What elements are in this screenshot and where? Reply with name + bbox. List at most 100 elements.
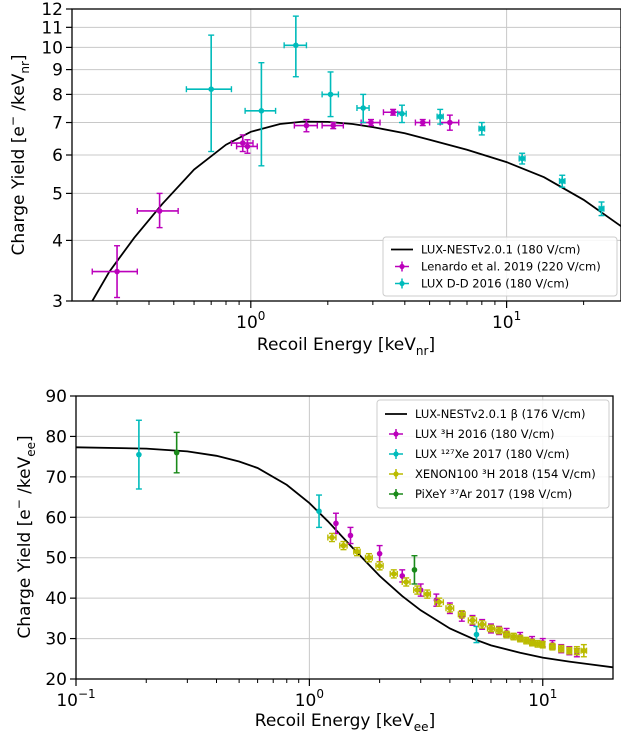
bottom-data-point <box>339 540 348 551</box>
bottom-y-tick-label: 30 <box>45 630 67 650</box>
top-data-point <box>382 108 403 116</box>
bottom-data-point <box>580 643 588 658</box>
bottom-data-point <box>573 645 580 656</box>
top-data-point <box>558 174 566 188</box>
bottom-chart-legend: LUX-NESTv2.0.1 β (176 V/cm) LUX ³H 2016 (… <box>376 399 610 509</box>
bottom-chart-x-axis-label: Recoil Energy [keVee] <box>255 711 435 734</box>
top-data-point <box>396 104 407 124</box>
top-data-point <box>321 71 340 118</box>
bottom-legend-entry: LUX-NESTv2.0.1 β (176 V/cm) <box>385 407 585 421</box>
top-data-point <box>244 61 277 167</box>
top-data-point <box>91 245 139 299</box>
bottom-legend-entry: XENON100 ³H 2018 (154 V/cm) <box>389 467 596 481</box>
top-data-point <box>598 201 605 217</box>
top-chart-legend: LUX-NESTv2.0.1 (180 V/cm) Lenardo et al. … <box>382 236 618 297</box>
top-legend-label: LUX-NESTv2.0.1 (180 V/cm) <box>421 243 580 257</box>
top-y-tick-label: 10 <box>41 38 63 58</box>
bottom-legend-entry: PiXeY ³⁷Ar 2017 (198 V/cm) <box>389 487 572 501</box>
bottom-data-point <box>173 431 180 474</box>
bottom-y-tick-label: 70 <box>45 468 67 488</box>
top-y-tick-label: 12 <box>41 0 63 20</box>
bottom-legend-label: PiXeY ³⁷Ar 2017 (198 V/cm) <box>415 487 572 501</box>
bottom-data-point <box>516 634 524 643</box>
bottom-data-point <box>539 640 546 649</box>
bottom-data-point <box>510 632 517 641</box>
bottom-legend-label: LUX ³H 2016 (180 V/cm) <box>415 427 554 441</box>
bottom-data-point <box>557 644 565 653</box>
top-y-tick-label: 9 <box>52 61 63 81</box>
top-legend-marker-swatch <box>399 280 405 287</box>
bottom-x-tick-label: 10−1 <box>56 687 95 711</box>
bottom-data-point <box>495 626 503 635</box>
top-legend-marker-swatch <box>399 263 405 270</box>
bottom-data-point <box>347 526 354 545</box>
bottom-data-point <box>486 624 495 633</box>
bottom-data-point <box>413 585 422 595</box>
bottom-data-point <box>375 561 384 571</box>
bottom-data-point <box>135 419 142 490</box>
top-y-tick-label: 3 <box>52 292 63 312</box>
bottom-y-tick-label: 80 <box>45 427 67 447</box>
top-legend-entry: LUX-NESTv2.0.1 (180 V/cm) <box>391 243 580 257</box>
top-y-tick-label: 11 <box>41 18 63 38</box>
bottom-data-point <box>353 546 361 557</box>
top-y-tick-label: 6 <box>52 146 63 166</box>
top-legend-entry: Lenardo et al. 2019 (220 V/cm) <box>395 260 601 274</box>
top-data-point <box>235 139 258 154</box>
bottom-y-tick-label: 20 <box>45 670 67 690</box>
top-legend-box <box>382 236 618 297</box>
top-y-tick-label: 7 <box>52 114 63 134</box>
bottom-data-point <box>445 603 455 613</box>
bottom-legend-label: LUX ¹²⁷Xe 2017 (180 V/cm) <box>415 447 569 461</box>
top-y-tick-label: 4 <box>52 231 63 251</box>
top-data-point <box>185 34 233 153</box>
top-legend-label: Lenardo et al. 2019 (220 V/cm) <box>421 260 601 274</box>
top-data-point <box>478 121 486 136</box>
bottom-data-point <box>477 620 487 629</box>
bottom-data-point <box>434 597 445 607</box>
bottom-chart-data <box>76 419 613 669</box>
bottom-chart-panel: 20 30 40 50 60 70 80 90 10−1 100 101 Recoil Energy… <box>12 387 614 734</box>
top-chart-data <box>91 15 621 301</box>
bottom-legend-entry: LUX ¹²⁷Xe 2017 (180 V/cm) <box>389 447 569 461</box>
top-data-point <box>321 121 345 130</box>
bottom-model-curve <box>76 446 613 669</box>
bottom-y-tick-label: 60 <box>45 508 67 528</box>
bottom-data-point <box>502 630 511 639</box>
bottom-legend-entry: LUX ³H 2016 (180 V/cm) <box>389 427 554 441</box>
bottom-data-point <box>364 552 373 563</box>
bottom-data-point <box>332 512 339 535</box>
bottom-chart-ticks: 20 30 40 50 60 70 80 90 10−1 100 101 <box>45 387 557 711</box>
top-data-point <box>356 93 370 124</box>
bottom-data-point <box>327 532 337 543</box>
top-x-tick-label: 101 <box>492 309 521 333</box>
bottom-data-point <box>389 569 398 579</box>
bottom-legend-marker-swatch <box>393 451 399 457</box>
top-y-tick-label: 5 <box>52 184 63 204</box>
top-data-point <box>283 15 308 78</box>
bottom-data-point <box>401 577 411 587</box>
bottom-chart-frame <box>75 395 614 680</box>
bottom-y-tick-label: 50 <box>45 549 67 569</box>
bottom-y-tick-label: 40 <box>45 589 67 609</box>
top-data-point <box>414 118 431 127</box>
bottom-legend-label: LUX-NESTv2.0.1 β (176 V/cm) <box>415 407 585 421</box>
top-data-point <box>518 152 526 165</box>
bottom-y-tick-label: 90 <box>45 387 67 407</box>
top-y-tick-label: 8 <box>52 85 63 105</box>
bottom-data-point <box>534 639 541 648</box>
top-data-point <box>436 108 444 125</box>
bottom-data-point <box>548 642 556 651</box>
bottom-x-tick-label: 100 <box>295 687 324 711</box>
bottom-data-point <box>423 589 432 599</box>
bottom-data-point <box>473 625 480 644</box>
bottom-x-tick-label: 101 <box>528 687 557 711</box>
bottom-legend-marker-swatch <box>393 471 399 477</box>
top-chart-y-axis-label: Charge Yield [e− /keVnr] <box>6 54 32 255</box>
top-chart-x-axis-label: Recoil Energy [keVnr] <box>257 335 435 358</box>
bottom-legend-marker-swatch <box>393 431 399 437</box>
bottom-data-point <box>467 616 478 625</box>
bottom-chart-y-axis-label: Charge Yield [e− /keVee] <box>12 435 38 638</box>
